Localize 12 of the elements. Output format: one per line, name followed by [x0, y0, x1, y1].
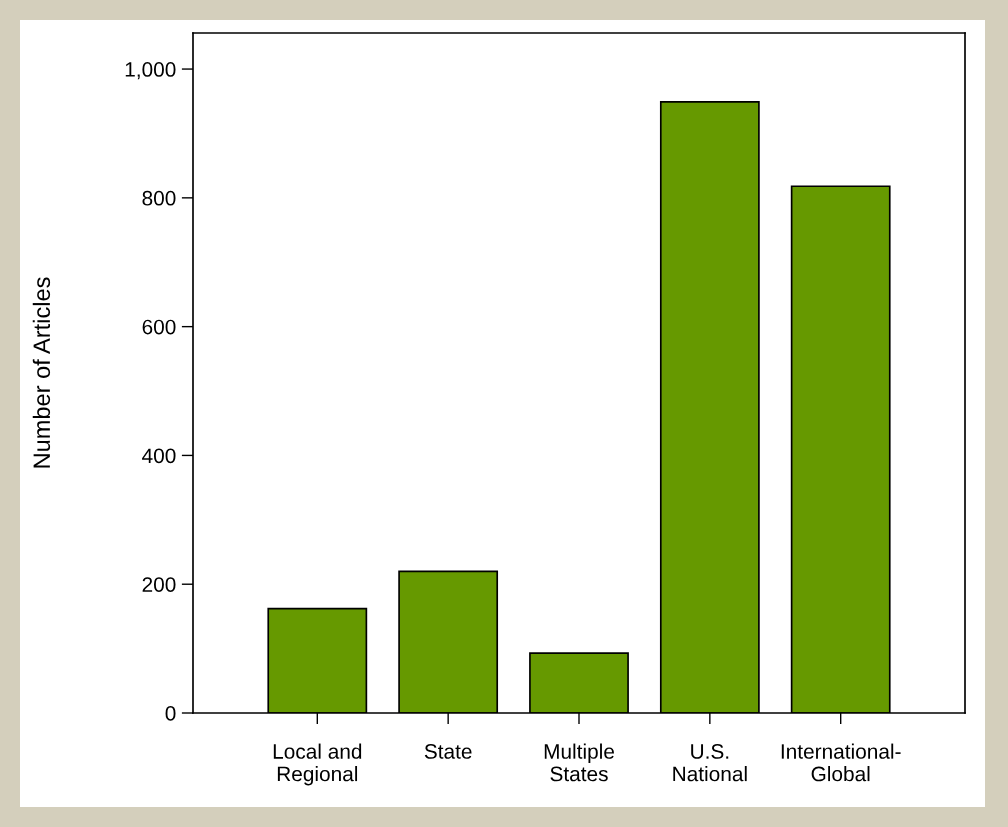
y-tick-label: 200 [142, 577, 176, 592]
x-tick-label: International- Global [781, 743, 901, 782]
y-tick-label: 0 [165, 706, 176, 721]
y-tick-label: 400 [142, 448, 176, 464]
y-tick-label: 600 [142, 319, 176, 335]
x-tick-label: Multiple States [544, 743, 614, 782]
y-tick-label: 800 [142, 190, 176, 206]
x-tick-label: U.S. National [673, 744, 747, 782]
y-axis-title: Number of Articles [32, 277, 51, 468]
x-tick-label: State [424, 744, 472, 759]
x-tick-label: Local and Regional [273, 743, 362, 786]
y-tick-label: 1,000 [125, 62, 176, 80]
